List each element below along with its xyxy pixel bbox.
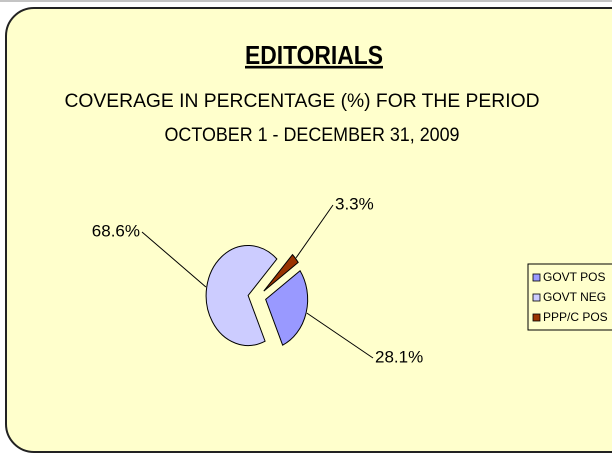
legend-box	[527, 263, 612, 331]
chart-subtitle: OCTOBER 1 - DECEMBER 31, 2009	[165, 125, 460, 146]
legend-swatch	[532, 313, 541, 322]
pie-slice	[265, 269, 309, 346]
legend-label: GOVT POS	[543, 270, 605, 284]
pie-slice	[205, 245, 278, 346]
pie-slice	[263, 253, 299, 292]
chart-title: EDITORIALS	[245, 40, 383, 70]
data-label: 28.1%	[375, 347, 423, 366]
legend-label: PPP/C POS	[543, 310, 608, 324]
leader-line	[306, 312, 374, 359]
data-label: 3.3%	[335, 194, 374, 213]
chart-area	[5, 7, 612, 453]
leader-line	[295, 204, 334, 258]
legend-swatch	[532, 293, 541, 302]
leader-line	[141, 231, 207, 288]
data-label: 68.6%	[92, 221, 140, 240]
legend-swatch	[532, 273, 541, 282]
chart-subtitle: COVERAGE IN PERCENTAGE (%) FOR THE PERIO…	[65, 91, 540, 112]
legend-label: GOVT NEG	[543, 290, 606, 304]
